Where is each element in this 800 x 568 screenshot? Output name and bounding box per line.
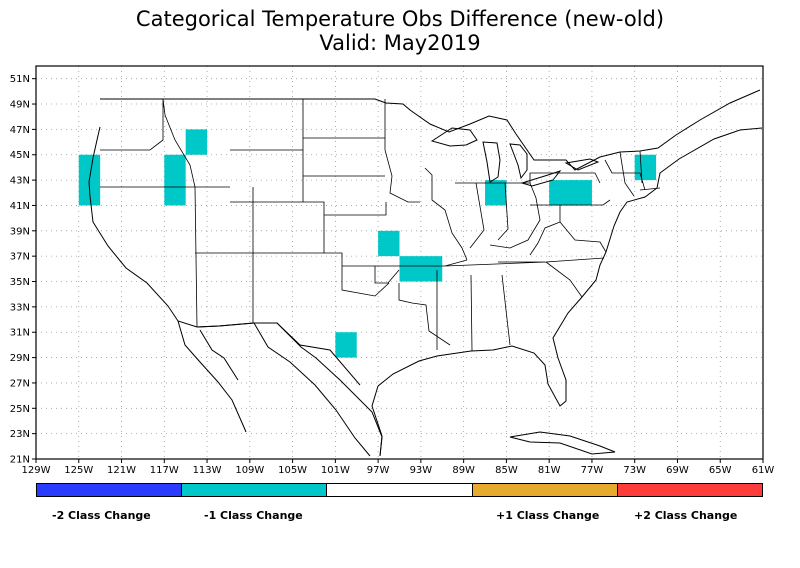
legend-swatch-plus1 [472,484,618,496]
lon-tick-label: 117W [150,465,179,476]
legend-swatch-plus2 [617,484,763,496]
lon-tick-label: 113W [193,465,222,476]
difference-cell [164,154,186,206]
longitude-ticks: 129W 125W 121W 117W 113W 109W 105W 101W 97W 93W 89… [22,459,775,476]
great-lakes [430,127,600,187]
latitude-ticks: 51N 49N 47N 45N 43N 41N 39N 37N 35N 33N 31N 29N 27N 2… [10,74,36,466]
map-title: Categorical Temperature Obs Difference (… [135,7,665,31]
lon-tick-label: 89W [452,465,475,476]
lon-tick-label: 85W [495,465,518,476]
legend-label-minus1: -1 Class Change [204,509,303,522]
lon-tick-label: 125W [64,465,93,476]
lat-tick-label: 25N [10,404,30,415]
lon-tick-label: 69W [666,465,689,476]
lon-tick-label: 97W [367,465,390,476]
mexico-border [196,322,361,386]
lat-tick-label: 21N [10,455,30,466]
lat-tick-label: 45N [10,150,30,161]
difference-cell [335,332,357,358]
lon-tick-label: 61W [752,465,775,476]
lat-tick-label: 37N [10,252,30,263]
lat-tick-label: 33N [10,302,30,313]
difference-cell [378,230,400,257]
lon-tick-label: 93W [410,465,433,476]
lon-tick-label: 101W [321,465,350,476]
lon-tick-label: 129W [22,465,51,476]
lat-tick-label: 41N [10,201,30,212]
lon-tick-label: 73W [623,465,646,476]
lon-tick-label: 121W [107,465,136,476]
us-outline [88,89,763,457]
lat-tick-label: 23N [10,429,30,440]
legend-label-plus1: +1 Class Change [496,509,600,522]
lat-tick-label: 35N [10,277,30,288]
lat-tick-label: 47N [10,125,30,136]
lon-tick-label: 105W [278,465,307,476]
legend-swatch-neutral [327,484,473,496]
lat-tick-label: 31N [10,328,30,339]
us-coastline [88,126,383,457]
difference-cell [399,256,443,282]
legend-label-plus2: +2 Class Change [634,509,738,522]
lon-tick-label: 109W [235,465,264,476]
difference-cell [485,180,507,206]
gulf-coast [371,127,763,457]
legend-label-minus2: -2 Class Change [52,509,151,522]
state-lines [100,98,661,352]
lat-tick-label: 27N [10,378,30,389]
baja [177,320,247,433]
lat-tick-label: 51N [10,74,30,85]
lon-tick-label: 81W [538,465,561,476]
map-frame [35,65,764,460]
legend-swatch-minus2 [37,484,183,496]
lat-tick-label: 49N [10,100,30,111]
difference-cell [634,154,657,181]
lon-tick-label: 65W [709,465,732,476]
lat-tick-label: 29N [10,353,30,364]
difference-cell [549,180,592,206]
legend-color-bar [36,483,763,497]
difference-cell [185,129,208,155]
lat-tick-label: 43N [10,176,30,187]
map-subtitle: Valid: May2019 [319,31,481,55]
canada-border [100,89,761,171]
mexico-coast [253,322,371,457]
legend-swatch-minus1 [182,484,328,496]
cuba [509,431,616,455]
lat-tick-label: 39N [10,226,30,237]
lon-tick-label: 77W [581,465,604,476]
